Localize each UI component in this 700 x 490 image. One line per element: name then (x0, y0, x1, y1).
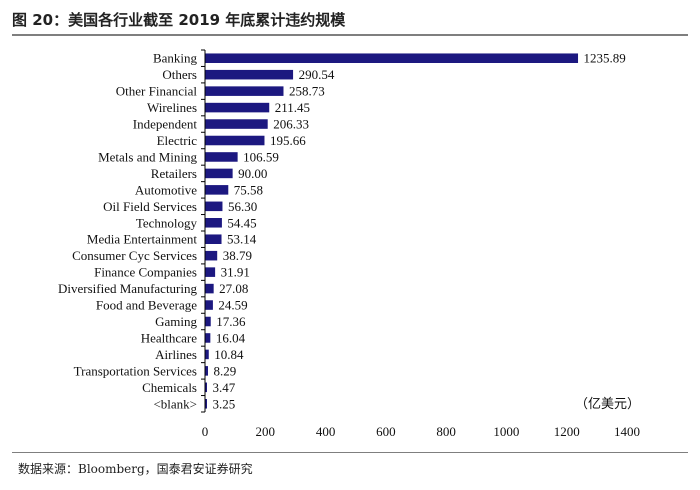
value-label: 3.47 (213, 380, 236, 395)
x-tick-label: 200 (256, 424, 276, 439)
value-label: 3.25 (213, 396, 236, 411)
x-tick-label: 1000 (493, 424, 519, 439)
unit-label: （亿美元） (575, 396, 640, 411)
category-label: Automotive (135, 182, 197, 197)
category-label: Metals and Mining (98, 149, 197, 164)
bar (205, 168, 233, 179)
bar (205, 185, 229, 195)
x-tick-label: 600 (376, 424, 396, 439)
bar (205, 316, 211, 327)
source-divider (12, 452, 688, 453)
bar (205, 399, 207, 409)
x-tick-label: 1400 (614, 424, 640, 439)
category-label: Electric (157, 133, 198, 148)
value-label: 53.14 (227, 232, 257, 247)
bar (205, 382, 207, 393)
bar (205, 300, 213, 310)
category-label: Consumer Cyc Services (72, 248, 197, 263)
bar (205, 333, 211, 343)
plot-area: Banking 1235.89 Others 290.54 Other Financia… (58, 49, 640, 439)
bar (205, 234, 222, 244)
value-label: 290.54 (299, 67, 335, 82)
value-label: 24.59 (218, 298, 247, 313)
bar (205, 53, 579, 63)
category-label: Independent (133, 117, 198, 132)
bar (205, 366, 208, 376)
value-label: 56.30 (228, 199, 257, 214)
x-tick-label: 800 (436, 424, 456, 439)
category-label: <blank> (153, 396, 197, 411)
value-label: 258.73 (289, 84, 325, 99)
value-label: 38.79 (223, 248, 252, 263)
value-label: 1235.89 (584, 51, 626, 66)
category-label: Food and Beverage (96, 298, 197, 313)
category-label: Airlines (155, 347, 197, 362)
category-label: Healthcare (141, 330, 198, 345)
bar (205, 69, 294, 80)
bar (205, 283, 214, 294)
category-label: Wirelines (147, 100, 197, 115)
bar (205, 86, 284, 96)
figure-title-bar: 图 20：美国各行业截至 2019 年底累计违约规模 (12, 8, 688, 36)
x-tick-label: 400 (316, 424, 336, 439)
category-label: Chemicals (142, 380, 197, 395)
value-label: 31.91 (221, 265, 250, 280)
category-label: Diversified Manufacturing (58, 281, 197, 296)
bar-chart: Banking 1235.89 Others 290.54 Other Financia… (58, 49, 640, 439)
bar (205, 218, 222, 228)
value-label: 195.66 (270, 133, 306, 148)
value-label: 206.33 (273, 117, 309, 132)
value-label: 90.00 (238, 166, 267, 181)
bar (205, 152, 238, 162)
bar (205, 349, 209, 360)
figure-title: 图 20：美国各行业截至 2019 年底累计违约规模 (12, 11, 346, 29)
category-label: Oil Field Services (103, 199, 197, 214)
category-label: Technology (136, 215, 198, 230)
bar (205, 135, 265, 146)
category-label: Transportation Services (74, 363, 197, 378)
bar (205, 250, 218, 261)
x-tick-label: 1200 (554, 424, 580, 439)
value-label: 17.36 (216, 314, 246, 329)
value-label: 211.45 (275, 100, 310, 115)
x-tick-label: 0 (202, 424, 209, 439)
bar (205, 102, 270, 113)
value-label: 8.29 (213, 363, 236, 378)
value-label: 16.04 (216, 330, 246, 345)
category-label: Others (162, 67, 197, 82)
value-label: 106.59 (243, 149, 279, 164)
bar (205, 119, 268, 129)
value-label: 75.58 (234, 182, 263, 197)
value-label: 54.45 (227, 215, 256, 230)
source-note: 数据来源：Bloomberg，国泰君安证券研究 (18, 462, 253, 476)
bar (205, 201, 223, 212)
value-label: 10.84 (214, 347, 244, 362)
category-label: Finance Companies (94, 265, 197, 280)
category-label: Retailers (151, 166, 197, 181)
bar (205, 267, 216, 277)
category-label: Banking (153, 51, 198, 66)
category-label: Gaming (155, 314, 197, 329)
category-label: Media Entertainment (87, 232, 197, 247)
category-label: Other Financial (116, 84, 198, 99)
value-label: 27.08 (219, 281, 248, 296)
